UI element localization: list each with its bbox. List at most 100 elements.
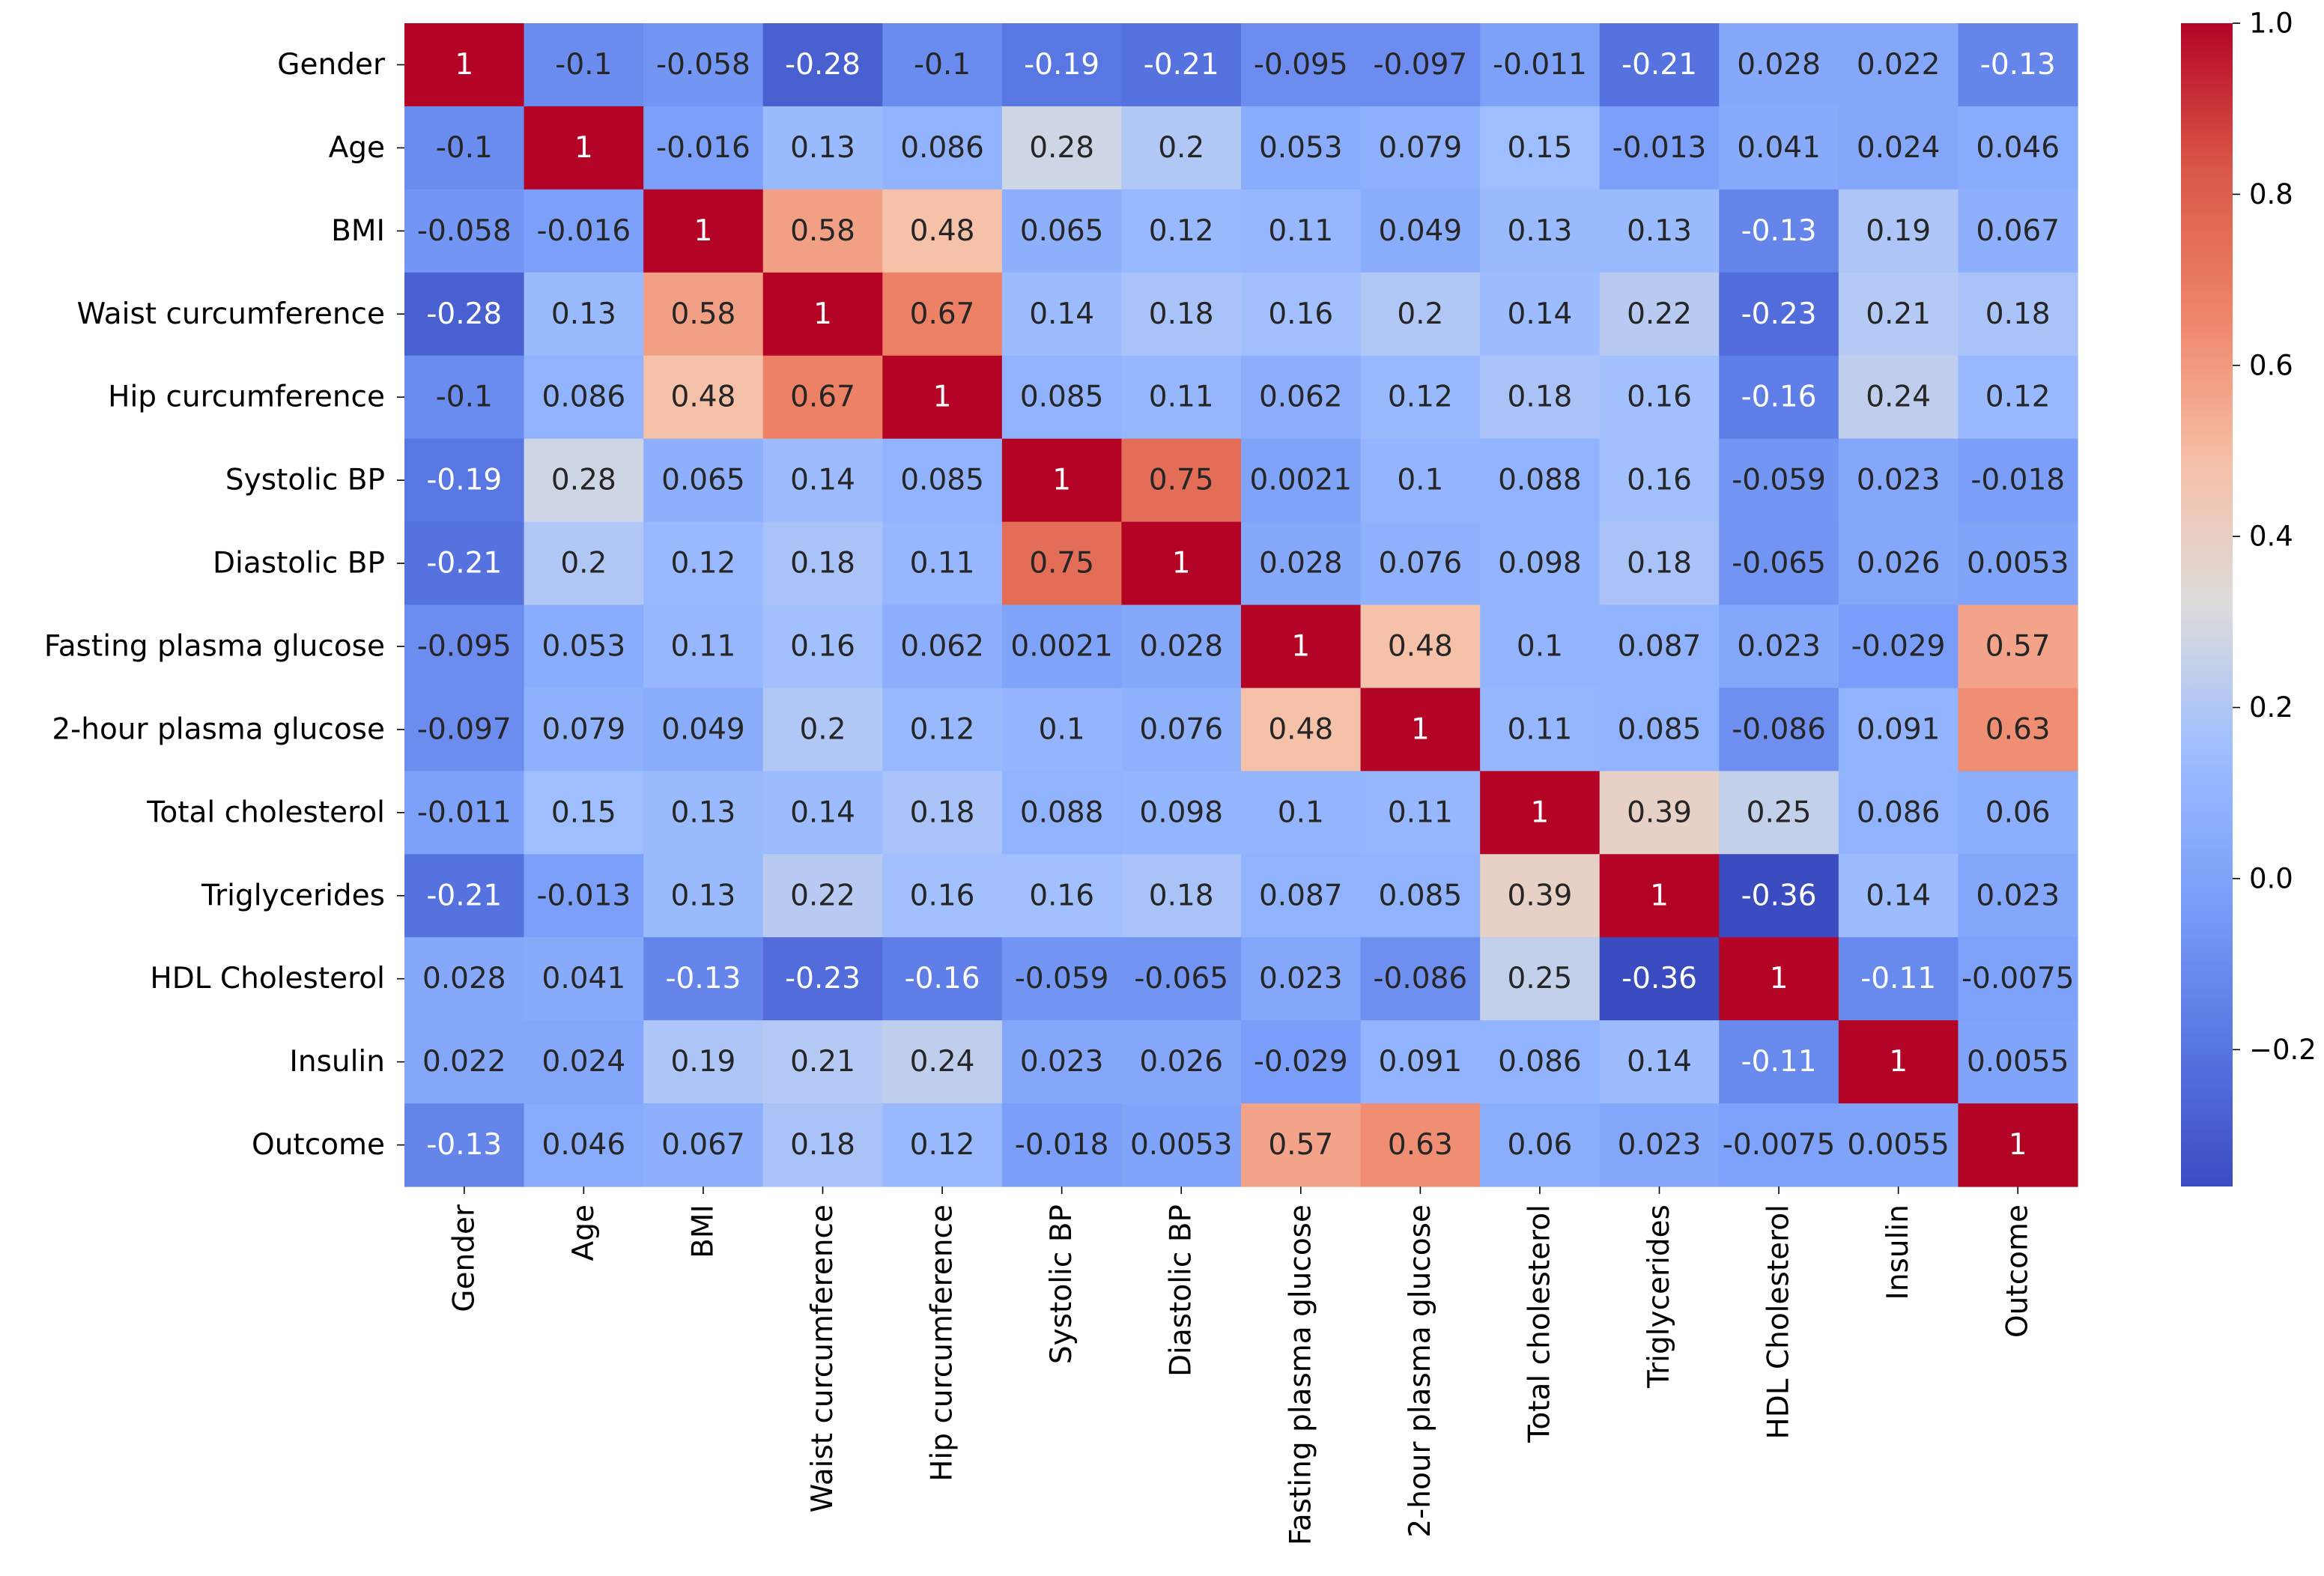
x-tick-label: Waist curcumference [806, 1204, 840, 1512]
heatmap-cell [1719, 106, 1839, 190]
cell-value-label: 0.088 [1498, 464, 1582, 497]
heatmap-cell [1838, 1103, 1959, 1187]
heatmap-cell [1121, 355, 1242, 440]
cell-value-label: 0.28 [1029, 131, 1094, 165]
heatmap-cell [1480, 1020, 1601, 1104]
x-axis-labels: Gender Age BMI Waist curcumference Hip curcu… [447, 1186, 2035, 1545]
heatmap-cell [882, 1020, 1003, 1104]
cell-value-label: -0.016 [656, 131, 750, 165]
heatmap-cell [1480, 604, 1601, 689]
cell-value-label: 0.1 [1517, 629, 1563, 663]
heatmap-cell [1121, 438, 1242, 523]
heatmap-cell [1958, 688, 2078, 772]
cell-value-label: 0.57 [1268, 1128, 1333, 1162]
heatmap-cell [1958, 272, 2078, 357]
heatmap-cell [1001, 937, 1123, 1021]
heatmap-cell [1719, 23, 1839, 107]
cell-value-label: 0.25 [1508, 962, 1573, 995]
heatmap-cell [643, 688, 764, 772]
cell-value-label: 0.067 [661, 1128, 745, 1162]
cell-value-label: 0.63 [1985, 712, 2051, 746]
heatmap-cell [404, 23, 525, 107]
y-tick-label: Fasting plasma glucose [44, 629, 385, 663]
heatmap-cell [1958, 604, 2078, 689]
heatmap-cell [643, 23, 764, 107]
heatmap-cell [762, 521, 883, 606]
cell-value-label: 0.023 [1857, 464, 1941, 497]
cell-value-label: 0.023 [1020, 1045, 1104, 1079]
heatmap-cell [1241, 1103, 1362, 1187]
heatmap-cell [1241, 604, 1362, 689]
heatmap-cell [1599, 355, 1720, 440]
cell-value-label: 0.098 [1498, 547, 1582, 581]
heatmap-cell [524, 355, 644, 440]
heatmap-cell [1480, 771, 1601, 855]
cell-value-label: 0.39 [1627, 795, 1692, 829]
cell-value-label: 0.0021 [1010, 629, 1112, 663]
heatmap-cell [1480, 23, 1601, 107]
cell-value-label: 0.086 [542, 381, 626, 414]
heatmap-cell [1719, 604, 1839, 689]
cell-value-label: -0.011 [1493, 48, 1587, 82]
cell-value-label: 0.19 [1866, 214, 1931, 248]
cell-value-label: 0.13 [551, 297, 616, 331]
cell-value-label: 0.18 [1149, 879, 1214, 912]
x-tick-label: BMI [686, 1204, 720, 1258]
cell-value-label: 0.12 [1388, 381, 1453, 414]
heatmap-cell [1838, 106, 1959, 190]
cell-value-label: 0.58 [790, 214, 855, 248]
heatmap-cell [1241, 771, 1362, 855]
heatmap-cell [1599, 189, 1720, 273]
cell-value-label: 0.11 [1268, 214, 1333, 248]
cell-value-label: 0.2 [799, 712, 846, 746]
y-tick-label: Hip curcumference [108, 381, 385, 414]
cell-value-label: -0.16 [905, 962, 980, 995]
y-tick-label: 2-hour plasma glucose [52, 712, 385, 746]
cell-value-label: 0.13 [1508, 214, 1573, 248]
heatmap-cell [1480, 521, 1601, 606]
heatmap-cell [1360, 1020, 1481, 1104]
heatmap-cell [1958, 1020, 2078, 1104]
heatmap-cell [1360, 438, 1481, 523]
cell-value-label: 0.049 [1379, 214, 1463, 248]
heatmap-cell [524, 106, 644, 190]
cell-value-label: 1 [1291, 629, 1310, 663]
cell-value-label: 0.2 [1158, 131, 1204, 165]
heatmap-cell [882, 106, 1003, 190]
heatmap-cell [1241, 854, 1362, 938]
heatmap-cell [1241, 272, 1362, 357]
cell-value-label: 0.028 [1259, 547, 1343, 581]
cell-value-label: 0.18 [790, 1128, 855, 1162]
heatmap-cell [1001, 521, 1123, 606]
heatmap-cell [1360, 854, 1481, 938]
cell-value-label: 0.24 [910, 1045, 975, 1079]
cell-value-label: 0.028 [422, 962, 506, 995]
cell-value-label: 0.14 [1029, 297, 1094, 331]
heatmap-cell [882, 355, 1003, 440]
heatmap-cell [1719, 1103, 1839, 1187]
heatmap-cell [1599, 937, 1720, 1021]
heatmap-cell [1001, 106, 1123, 190]
cell-value-label: -0.19 [426, 464, 502, 497]
cell-value-label: 0.18 [1149, 297, 1214, 331]
heatmap-cell [1838, 521, 1959, 606]
cell-value-label: 0.085 [900, 464, 984, 497]
heatmap-cell [1241, 355, 1362, 440]
cell-value-label: 1 [1889, 1045, 1908, 1079]
heatmap-cell [1360, 355, 1481, 440]
heatmap-cell [643, 438, 764, 523]
heatmap-cell [1958, 23, 2078, 107]
heatmap-cell [1719, 771, 1839, 855]
cell-value-label: 0.028 [1737, 48, 1821, 82]
cell-value-label: 0.39 [1508, 879, 1573, 912]
heatmap-cell [1241, 189, 1362, 273]
cell-value-label: 0.13 [1627, 214, 1692, 248]
x-tick-label: Outcome [2001, 1204, 2035, 1338]
cell-value-label: 0.13 [671, 795, 736, 829]
cell-value-label: 0.14 [1508, 297, 1573, 331]
colorbar-tick-label: 0.8 [2249, 178, 2293, 210]
heatmap-cell [524, 604, 644, 689]
cell-value-label: 0.079 [1379, 131, 1463, 165]
heatmap-cell [882, 23, 1003, 107]
heatmap-cell [1838, 1020, 1959, 1104]
